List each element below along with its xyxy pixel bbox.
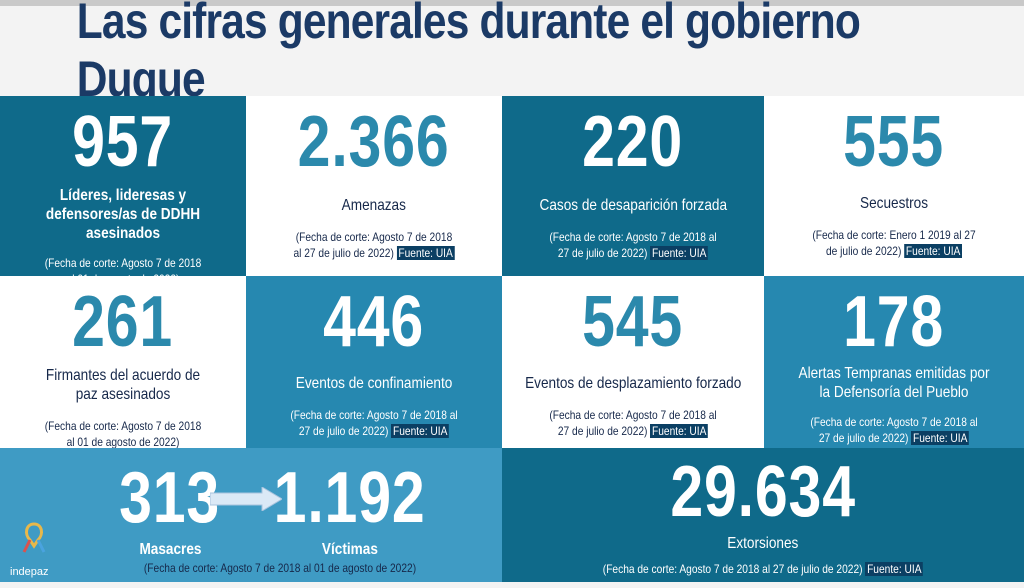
stat-label: Extorsiones: [727, 535, 799, 552]
stat-note: (Fecha de corte: Agosto 7 de 2018 al 27 …: [549, 408, 717, 438]
page-title: Las cifras generales durante el gobierno…: [76, 0, 861, 107]
source-badge: Fuente: UIA: [650, 246, 709, 260]
stat-value: 1.192: [274, 458, 426, 538]
stat-value: 261: [72, 282, 174, 362]
stat-card-confinamiento: 446 Eventos de confinamiento (Fecha de c…: [246, 276, 502, 448]
stat-label: Firmantes del acuerdo de paz asesinados: [45, 367, 201, 403]
stat-note-block: (Fecha de corte: Agosto 7 de 2018 al 27 …: [548, 407, 718, 439]
stat-label: Alertas Tempranas emitidas por la Defens…: [798, 365, 990, 401]
top-border: [0, 0, 1024, 6]
masacres-block: 313 Masacres: [70, 452, 270, 558]
stat-label: Masacres: [138, 541, 201, 558]
stat-label: Eventos de confinamiento: [295, 375, 453, 392]
stat-note: (Fecha de corte: Enero 1 2019 al 27 de j…: [812, 228, 976, 258]
stat-label: Secuestros: [859, 195, 929, 212]
stat-note: (Fecha de corte: Agosto 7 de 2018 al 27 …: [549, 230, 717, 260]
stat-card-alertas: 178 Alertas Tempranas emitidas por la De…: [764, 276, 1024, 448]
stat-card-secuestros: 555 Secuestros (Fecha de corte: Enero 1 …: [764, 96, 1024, 276]
stat-card-lideres: 957 Líderes, lideresas y defensores/as d…: [0, 96, 246, 286]
stat-value: 220: [582, 102, 684, 182]
stat-value: 178: [843, 282, 945, 362]
stat-note: (Fecha de corte: Agosto 7 de 2018 al 01 …: [143, 561, 417, 575]
stat-note-block: (Fecha de corte: Agosto 7 de 2018 al 27 …: [548, 229, 718, 261]
source-badge: Fuente: UIA: [396, 246, 455, 260]
stat-card-desplazamiento: 545 Eventos de desplazamiento forzado (F…: [502, 276, 764, 448]
stat-value: 545: [582, 282, 684, 362]
stat-note-block: (Fecha de corte: Enero 1 2019 al 27 de j…: [809, 227, 979, 259]
stat-label: Víctimas: [322, 541, 378, 558]
victimas-block: 1.192 Víctimas: [250, 452, 450, 558]
stat-value: 2.366: [298, 102, 450, 182]
stat-label: Amenazas: [341, 197, 407, 214]
source-badge: Fuente: UIA: [911, 431, 970, 445]
stat-note: (Fecha de corte: Agosto 7 de 2018 al 27 …: [810, 415, 978, 445]
stat-value: 446: [323, 282, 425, 362]
stat-value: 313: [119, 458, 221, 538]
stat-note: (Fecha de corte: Agosto 7 de 2018 al 01 …: [44, 419, 202, 449]
stat-label: Líderes, lideresas y defensores/as de DD…: [45, 187, 201, 242]
stat-label: Eventos de desplazamiento forzado: [524, 375, 742, 392]
indepaz-logo-icon: [22, 522, 46, 553]
stat-card-masacres: [0, 448, 502, 582]
stat-label: Casos de desaparición forzada: [539, 197, 727, 214]
arrow-right-icon: [210, 487, 282, 511]
brand-name: indepaz: [10, 566, 49, 578]
stat-note-block: (Fecha de corte: Agosto 7 de 2018 al 27 …: [289, 407, 459, 439]
source-badge: Fuente: UIA: [865, 562, 924, 576]
stat-note-block: (Fecha de corte: Agosto 7 de 2018 al 27 …: [293, 229, 455, 261]
source-badge: Fuente: UIA: [650, 424, 709, 438]
stat-value: 957: [72, 102, 174, 182]
stat-value: 29.634: [670, 452, 856, 532]
stat-card-firmantes: 261 Firmantes del acuerdo de paz asesina…: [0, 276, 246, 449]
stat-card-desaparicion: 220 Casos de desaparición forzada (Fecha…: [502, 96, 764, 276]
stat-note: (Fecha de corte: Agosto 7 de 2018 al 27 …: [602, 562, 863, 576]
source-badge: Fuente: UIA: [391, 424, 450, 438]
stat-card-amenazas: 2.366 Amenazas (Fecha de corte: Agosto 7…: [246, 96, 502, 276]
source-badge: Fuente: UIA: [904, 244, 963, 258]
stat-note: (Fecha de corte: Agosto 7 de 2018 al 27 …: [290, 408, 458, 438]
stat-note-block: (Fecha de corte: Agosto 7 de 2018 al 27 …: [585, 561, 942, 577]
stat-value: 555: [843, 102, 945, 182]
stat-card-extorsiones: 29.634 Extorsiones (Fecha de corte: Agos…: [502, 448, 1024, 582]
stat-note-block: (Fecha de corte: Agosto 7 de 2018 al 27 …: [809, 414, 979, 446]
stat-note: (Fecha de corte: Agosto 7 de 2018 al 27 …: [293, 230, 453, 260]
